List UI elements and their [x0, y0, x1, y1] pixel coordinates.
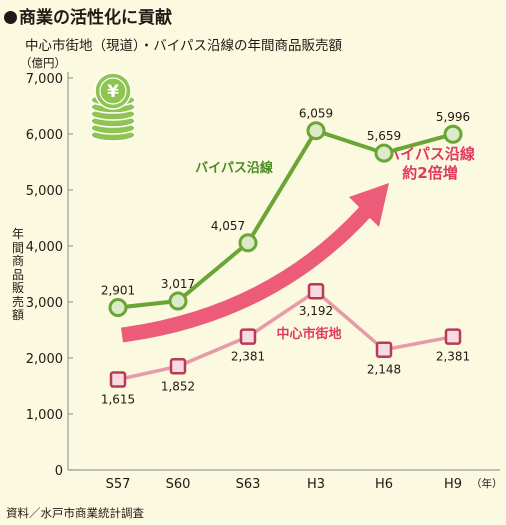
bypass-data-label: 3,017: [161, 277, 195, 291]
x-tick-label: H3: [307, 477, 325, 492]
chart-subtitle: 中心市街地（現道）・バイパス沿線の年間商品販売額: [25, 38, 342, 54]
yen-symbol: ¥: [107, 82, 119, 102]
y-tick-label: 7,000: [26, 72, 63, 87]
bypass-data-label: 2,901: [101, 284, 135, 298]
bypass-data-label: 5,659: [367, 129, 401, 143]
center-data-label: 2,381: [231, 350, 265, 364]
bypass-point: [238, 233, 258, 253]
x-tick-label: H6: [375, 477, 393, 492]
growth-arrow-head: [349, 183, 389, 227]
chart-title: 商業の活性化に貢献: [4, 3, 172, 28]
center-point: [169, 358, 187, 375]
center-point: [239, 328, 257, 345]
bypass-data-label: 5,996: [436, 110, 470, 124]
bypass-data-label: 6,059: [299, 107, 333, 121]
y-tick-label: 5,000: [26, 184, 63, 199]
y-tick-label: 1,000: [26, 408, 63, 423]
y-tick-label: 3,000: [26, 296, 63, 311]
annotation-line2: 約2倍増: [402, 164, 457, 182]
bypass-point: [443, 124, 463, 144]
yen-coins-icon: ¥: [90, 72, 136, 142]
growth-arrow-shaft: [120, 206, 371, 343]
center-series-label: 中心市街地: [276, 326, 341, 342]
annotation-line1: バイパス沿線: [385, 145, 475, 163]
center-data-label: 2,381: [436, 350, 470, 364]
center-point: [375, 341, 393, 358]
y-unit-label: （億円）: [20, 56, 66, 70]
source-note: 資料／水戸市商業統計調査: [6, 506, 144, 520]
center-data-label: 1,852: [161, 379, 195, 393]
y-tick-label: 6,000: [26, 128, 63, 143]
center-point: [444, 328, 462, 345]
x-tick-label: H9: [444, 477, 462, 492]
bullet-icon: [4, 11, 17, 24]
y-axis-label: 年間商品販売額: [11, 227, 24, 322]
x-tick-label: S60: [166, 477, 191, 492]
bypass-point: [108, 298, 128, 318]
center-point: [307, 282, 325, 300]
y-tick-label: 2,000: [26, 352, 63, 367]
center-series-line: [117, 289, 454, 382]
bypass-point: [168, 291, 188, 311]
bypass-series-label: バイパス沿線: [195, 160, 274, 176]
bypass-data-label: 4,057: [211, 219, 245, 233]
center-data-label: 1,615: [101, 393, 135, 407]
x-tick-label: S63: [236, 477, 261, 492]
y-tick-label: 4,000: [26, 240, 63, 255]
center-data-label: 2,148: [367, 363, 401, 377]
x-tick-label: S57: [106, 477, 131, 492]
y-tick-label: 0: [55, 464, 63, 479]
center-data-label: 3,192: [299, 304, 333, 318]
bypass-point: [374, 143, 394, 163]
x-unit-label: （年）: [471, 477, 503, 490]
center-point: [109, 371, 127, 388]
bypass-point: [306, 121, 326, 141]
coin-ring: [99, 77, 127, 105]
bypass-series-line: [117, 128, 454, 310]
